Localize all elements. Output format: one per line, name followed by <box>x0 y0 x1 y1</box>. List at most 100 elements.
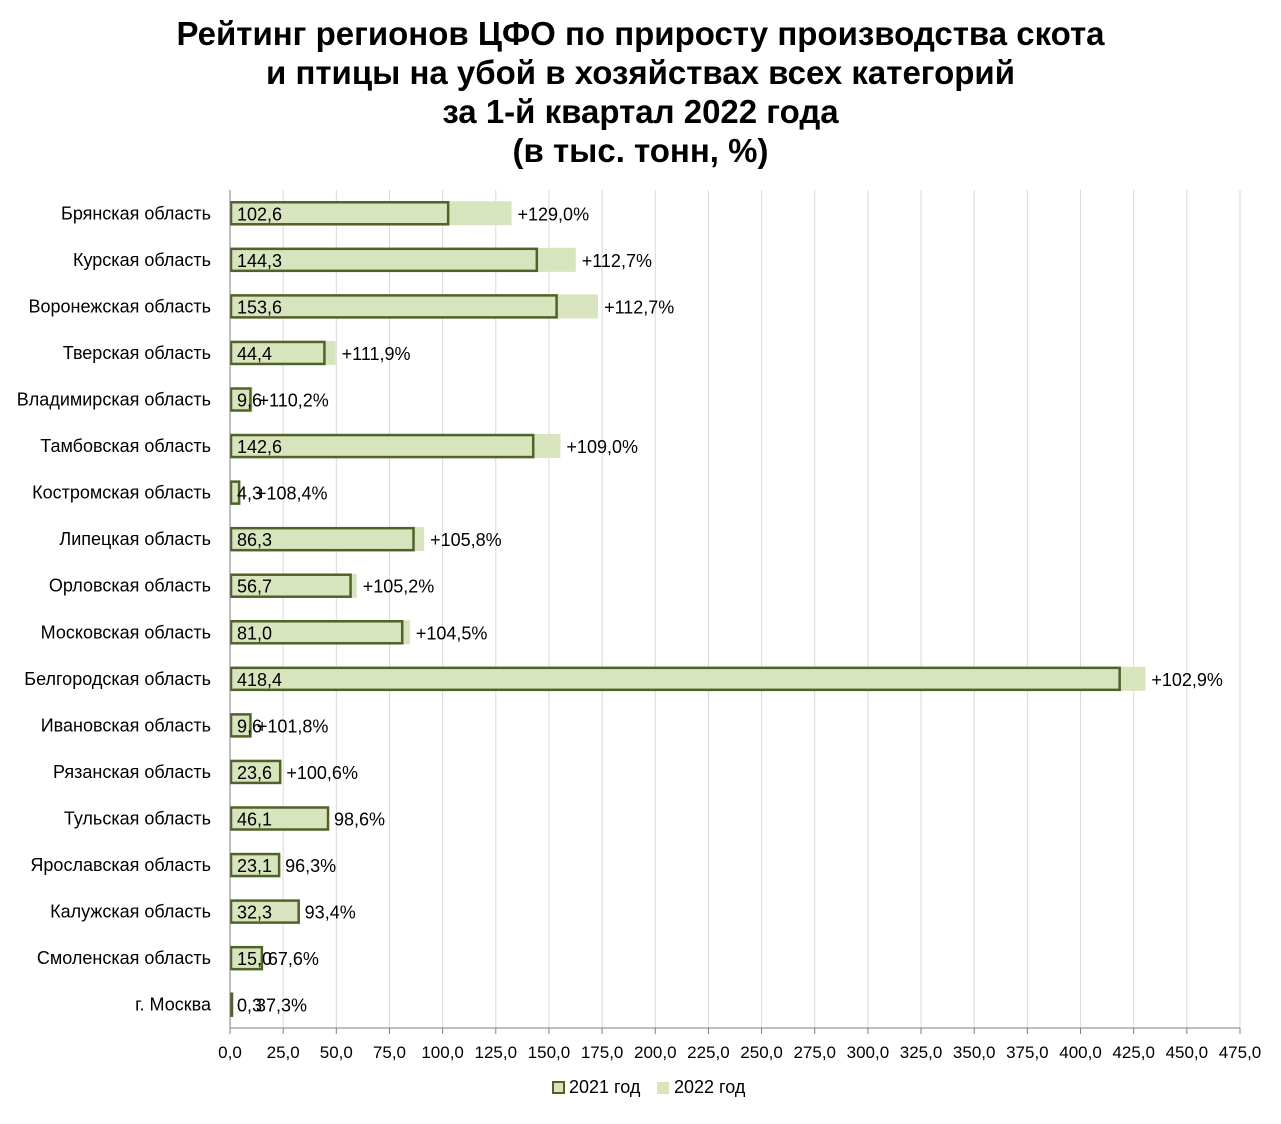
data-label-2021: 144,3 <box>237 251 282 271</box>
category-label: Костромская область <box>32 483 211 503</box>
x-tick-label: 150,0 <box>528 1043 571 1062</box>
data-label-2021: 46,1 <box>237 810 272 830</box>
category-label: Орловская область <box>49 576 211 596</box>
category-label: Белгородская область <box>24 669 211 689</box>
x-tick-label: 450,0 <box>1166 1043 1209 1062</box>
growth-label: 37,3% <box>256 996 307 1016</box>
category-label: Тульская область <box>64 809 211 829</box>
data-label-2021: 86,3 <box>237 530 272 550</box>
category-label: Курская область <box>73 250 211 270</box>
series-2021-bars <box>229 201 1121 1017</box>
growth-label: +129,0% <box>518 204 590 224</box>
bar-2021 <box>229 759 282 785</box>
growth-label: 96,3% <box>285 856 336 876</box>
bar-2021 <box>229 899 300 924</box>
bar-2021 <box>229 945 264 971</box>
bar-2021 <box>229 387 252 412</box>
growth-label: +108,4% <box>256 484 328 504</box>
title-line-3: за 1-й квартал 2022 года <box>442 93 839 130</box>
data-label-2021: 23,1 <box>237 856 272 876</box>
legend-swatch-2022 <box>657 1082 669 1094</box>
data-label-2021: 81,0 <box>237 623 272 643</box>
data-label-2021: 15,0 <box>237 949 272 969</box>
legend: 2021 год 2022 год <box>552 1077 746 1097</box>
category-label: Калужская область <box>50 902 211 922</box>
data-label-2021: 153,6 <box>237 297 282 317</box>
growth-label: +102,9% <box>1151 670 1223 690</box>
x-tick-label: 75,0 <box>373 1043 406 1062</box>
bar-2021 <box>229 573 352 598</box>
bar-2021 <box>229 247 539 273</box>
x-tick-label: 300,0 <box>847 1043 890 1062</box>
growth-label: +111,9% <box>342 344 411 364</box>
category-label: г. Москва <box>135 995 212 1015</box>
bar-2021 <box>229 294 558 319</box>
category-label: Липецкая область <box>59 529 211 549</box>
growth-label: 93,4% <box>305 903 356 923</box>
category-label: Смоленская область <box>37 948 211 968</box>
x-tick-label: 125,0 <box>475 1043 518 1062</box>
data-label-2021: 23,6 <box>237 763 272 783</box>
title-line-2: и птицы на убой в хозяйствах всех катего… <box>265 54 1015 91</box>
category-label: Воронежская область <box>28 296 211 316</box>
x-tick-label: 0,0 <box>218 1043 242 1062</box>
bar-2021 <box>229 526 415 552</box>
bar-2021 <box>229 992 234 1017</box>
x-tick-label: 25,0 <box>267 1043 300 1062</box>
gridlines <box>282 190 1241 1028</box>
x-tick-label: 225,0 <box>687 1043 730 1062</box>
bar-2021 <box>229 713 252 738</box>
bar-2021 <box>229 852 281 878</box>
data-label-2021: 0,3 <box>237 996 262 1016</box>
x-tick-label: 100,0 <box>421 1043 464 1062</box>
x-tick-label: 50,0 <box>320 1043 353 1062</box>
growth-label: +105,2% <box>363 577 435 597</box>
data-label-2021: 102,6 <box>237 204 282 224</box>
growth-label: +109,0% <box>566 437 638 457</box>
data-label-2021: 32,3 <box>237 903 272 923</box>
data-label-2021: 4,3 <box>237 484 262 504</box>
x-tick-label: 275,0 <box>793 1043 836 1062</box>
x-tick-label: 425,0 <box>1112 1043 1155 1062</box>
x-tick-label: 350,0 <box>953 1043 996 1062</box>
legend-swatch-2021 <box>552 1081 565 1094</box>
bar-2021 <box>229 340 326 366</box>
series-2022-bars <box>230 201 1146 1017</box>
growth-label: +112,7% <box>582 251 652 271</box>
x-tick-label: 400,0 <box>1059 1043 1102 1062</box>
bar-2021 <box>229 620 404 645</box>
x-tick-label: 250,0 <box>740 1043 783 1062</box>
category-label: Рязанская область <box>53 762 211 782</box>
x-tick-label: 475,0 <box>1219 1043 1262 1062</box>
growth-label: +112,7% <box>604 297 674 317</box>
title-line-1: Рейтинг регионов ЦФО по приросту произво… <box>176 15 1105 52</box>
x-tick-label: 375,0 <box>1006 1043 1049 1062</box>
bar-2021 <box>229 433 535 459</box>
legend-label-2021: 2021 год <box>569 1077 641 1097</box>
data-label-2021: 142,6 <box>237 437 282 457</box>
bar-2021 <box>229 666 1121 692</box>
category-label: Владимирская область <box>17 390 211 410</box>
growth-label: 67,6% <box>268 949 319 969</box>
category-label: Тверская область <box>63 343 211 363</box>
growth-label: +104,5% <box>416 623 488 643</box>
data-label-2021: 44,4 <box>237 344 272 364</box>
data-label-2021: 56,7 <box>237 577 272 597</box>
bar-2021 <box>229 806 330 831</box>
growth-label: +110,2% <box>259 391 329 411</box>
x-tick-label: 325,0 <box>900 1043 943 1062</box>
category-label: Брянская область <box>61 203 211 223</box>
category-label: Тамбовская область <box>40 436 211 456</box>
category-label: Московская область <box>41 622 211 642</box>
category-labels: Брянская область Курская область Воронежск… <box>17 203 212 1014</box>
bar-2021 <box>229 480 241 505</box>
data-labels: 102,6 +129,0% 144,3 +112,7% 153,6 +112,7% 44,4… <box>237 204 1223 1015</box>
growth-label: +101,8% <box>257 716 329 736</box>
data-label-2021: 9,6 <box>237 391 262 411</box>
category-label: Ярославская область <box>30 855 211 875</box>
legend-label-2022: 2022 год <box>674 1077 746 1097</box>
x-tick-label: 175,0 <box>581 1043 624 1062</box>
growth-label: +105,8% <box>430 530 502 550</box>
chart-title: Рейтинг регионов ЦФО по приросту произво… <box>0 14 1281 170</box>
